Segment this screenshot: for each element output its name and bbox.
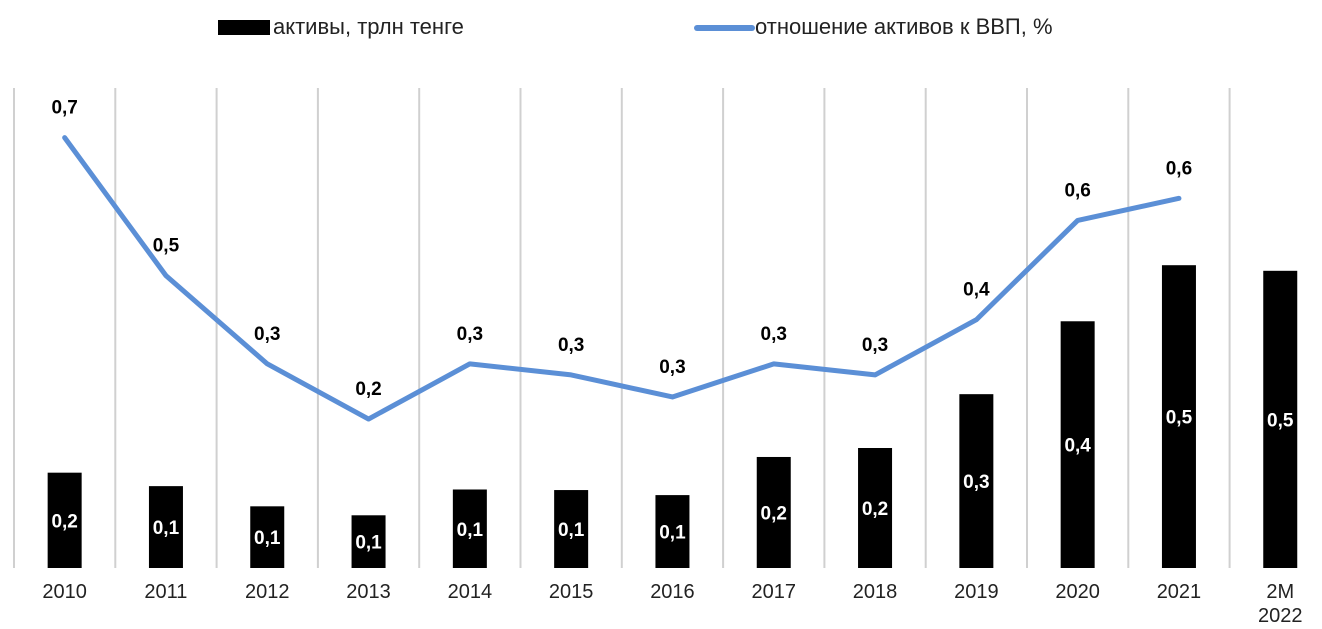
x-tick-label: 2015 <box>548 581 594 603</box>
bar-value-label: 0,4 <box>1064 436 1091 457</box>
x-tick-label: 2010 <box>42 581 87 603</box>
x-tick-label: 2021 <box>1156 581 1202 603</box>
bar <box>1060 321 1095 568</box>
x-tick-label: 2020 <box>1055 581 1100 603</box>
bar-value-label: 0,1 <box>659 523 686 544</box>
bar <box>452 489 487 568</box>
legend-label: отношение активов к ВВП, % <box>755 14 1053 39</box>
bar-value-label: 0,5 <box>1166 408 1193 429</box>
bar-value-label: 0,2 <box>761 504 787 525</box>
bar-value-label: 0,1 <box>558 520 585 541</box>
bar <box>351 515 386 568</box>
bar-value-label: 0,5 <box>1267 410 1294 431</box>
x-tick-label: 2019 <box>954 581 999 603</box>
line-value-label: 0,6 <box>1166 158 1192 179</box>
x-tick-label: 2016 <box>650 581 695 603</box>
bar <box>554 490 589 568</box>
line-value-label: 0,3 <box>558 335 584 356</box>
bar <box>250 506 285 568</box>
bar-value-label: 0,1 <box>153 518 180 539</box>
bar <box>858 448 893 568</box>
bar <box>959 394 994 568</box>
line-value-label: 0,2 <box>355 379 381 400</box>
x-tick-label: 2014 <box>447 581 493 603</box>
legend-label: активы, трлн тенге <box>273 14 464 39</box>
line-value-label: 0,6 <box>1064 180 1090 201</box>
x-tick-label: 2012 <box>245 581 290 603</box>
bar-value-label: 0,2 <box>51 511 77 532</box>
x-tick-label: 2011 <box>144 581 188 603</box>
line-value-label: 0,3 <box>254 324 280 345</box>
line-value-label: 0,5 <box>153 236 180 257</box>
legend-swatch-bar <box>218 20 270 35</box>
bar <box>1263 270 1298 568</box>
line-value-label: 0,7 <box>51 98 77 119</box>
bar <box>1161 265 1196 568</box>
bar-value-label: 0,3 <box>963 472 989 493</box>
line-value-label: 0,3 <box>761 324 787 345</box>
bar <box>655 495 690 568</box>
line-value-label: 0,3 <box>659 357 685 378</box>
bar <box>148 486 183 568</box>
line-value-label: 0,3 <box>862 335 888 356</box>
x-tick-label: 2017 <box>751 581 797 603</box>
bar <box>47 472 82 568</box>
x-tick-label: 2M 2022 <box>1258 581 1303 627</box>
line-value-label: 0,4 <box>963 280 990 301</box>
x-tick-label: 2018 <box>852 581 898 603</box>
bar-value-label: 0,1 <box>457 520 484 541</box>
bar <box>756 456 791 568</box>
x-tick-label: 2013 <box>346 581 391 603</box>
line-value-label: 0,3 <box>457 324 483 345</box>
bar-value-label: 0,2 <box>862 499 888 520</box>
bar-value-label: 0,1 <box>254 528 281 549</box>
line <box>62 135 1182 422</box>
bar-value-label: 0,1 <box>355 533 382 554</box>
